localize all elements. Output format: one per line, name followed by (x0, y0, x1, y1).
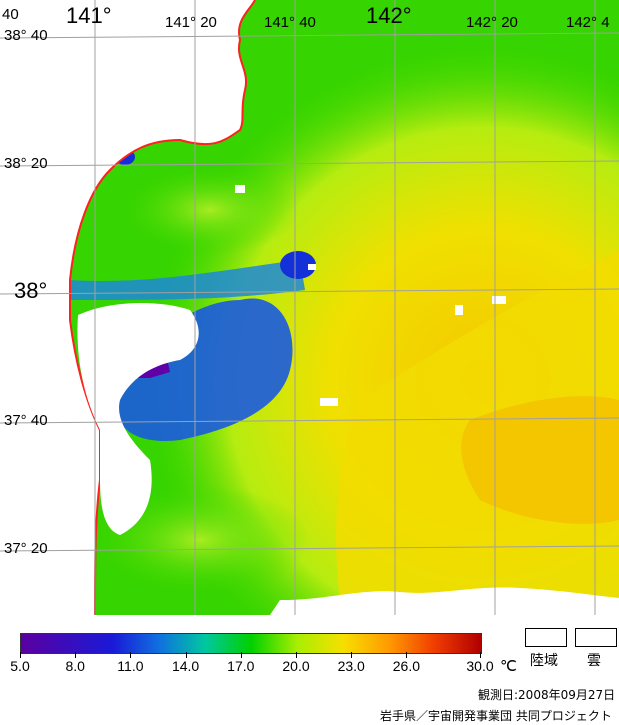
color-bar-tick-label: 8.0 (65, 658, 85, 674)
warm-water-orange (461, 396, 619, 524)
color-bar-tick-label: 26.0 (392, 658, 421, 674)
color-bar-tick-label: 30.0 (466, 658, 494, 674)
color-bar-tick-label: 20.0 (282, 658, 310, 674)
color-bar-tick-label: 17.0 (227, 658, 255, 674)
color-bar-tick (406, 652, 408, 658)
lon-label-141-20: 141° 20 (165, 14, 217, 31)
project-credit: 岩手県／宇宙開発事業団 共同プロジェクト (380, 709, 612, 723)
color-bar-tick (185, 652, 187, 658)
lime-patch-north (120, 165, 300, 255)
color-bar-tick (20, 652, 21, 658)
cold-water-band (70, 260, 305, 300)
lat-line-1 (0, 32, 619, 39)
cloud-patch-south (270, 587, 619, 615)
lat-label-38-40: 38° 40 (4, 27, 48, 44)
sea-surface-temperature-map (0, 0, 619, 615)
lat-line-2 (0, 160, 619, 167)
land-legend-swatch (525, 628, 567, 647)
cloud-speck-1 (320, 398, 338, 406)
lat-line-4 (0, 417, 619, 424)
cloud-speck-4 (455, 305, 463, 315)
cloud-speck-2 (308, 264, 316, 270)
lon-label-142-40: 142° 4 (566, 14, 610, 31)
lat-label-37-40: 37° 40 (4, 412, 48, 429)
lon-label-141-40: 141° 40 (264, 14, 316, 31)
cloud-speck-5 (235, 185, 245, 193)
cold-spot-north (280, 251, 316, 279)
corner-label: 40 (2, 6, 19, 23)
color-bar-tick-label: 23.0 (337, 658, 365, 674)
color-bar-tick (296, 652, 297, 658)
color-bar-tick-label: 5.0 (10, 658, 30, 674)
color-bar-tick (240, 652, 242, 658)
land-area (0, 0, 255, 615)
color-bar-tick (75, 652, 77, 658)
lime-patch-south (90, 485, 310, 595)
cloud-legend-swatch (575, 628, 617, 647)
color-bar-tick-label: 14.0 (171, 658, 200, 674)
temperature-color-bar (20, 633, 482, 654)
lat-label-38: 38° (14, 278, 48, 303)
cloud-legend-label: 雲 (587, 653, 601, 669)
observation-date: 観測日:2008年09月27日 (478, 688, 616, 702)
lon-label-142-20: 142° 20 (466, 14, 518, 31)
color-bar-tick-label: 11.0 (117, 658, 144, 674)
color-bar-tick (130, 652, 132, 658)
color-bar-tick (480, 652, 481, 658)
lat-label-38-20: 38° 20 (4, 155, 48, 172)
temperature-unit: ℃ (500, 658, 517, 675)
land-legend-label: 陸域 (530, 653, 558, 669)
color-bar-tick (351, 652, 353, 658)
lat-label-37-20: 37° 20 (4, 540, 48, 557)
lon-label-142: 142° (366, 3, 412, 28)
graticule (0, 0, 619, 615)
cloud-speck-3 (492, 296, 506, 304)
cloud-patch-west (77, 303, 199, 535)
lat-line-5 (0, 545, 619, 552)
lon-label-141: 141° (66, 3, 112, 28)
lat-line-3 (0, 288, 619, 295)
